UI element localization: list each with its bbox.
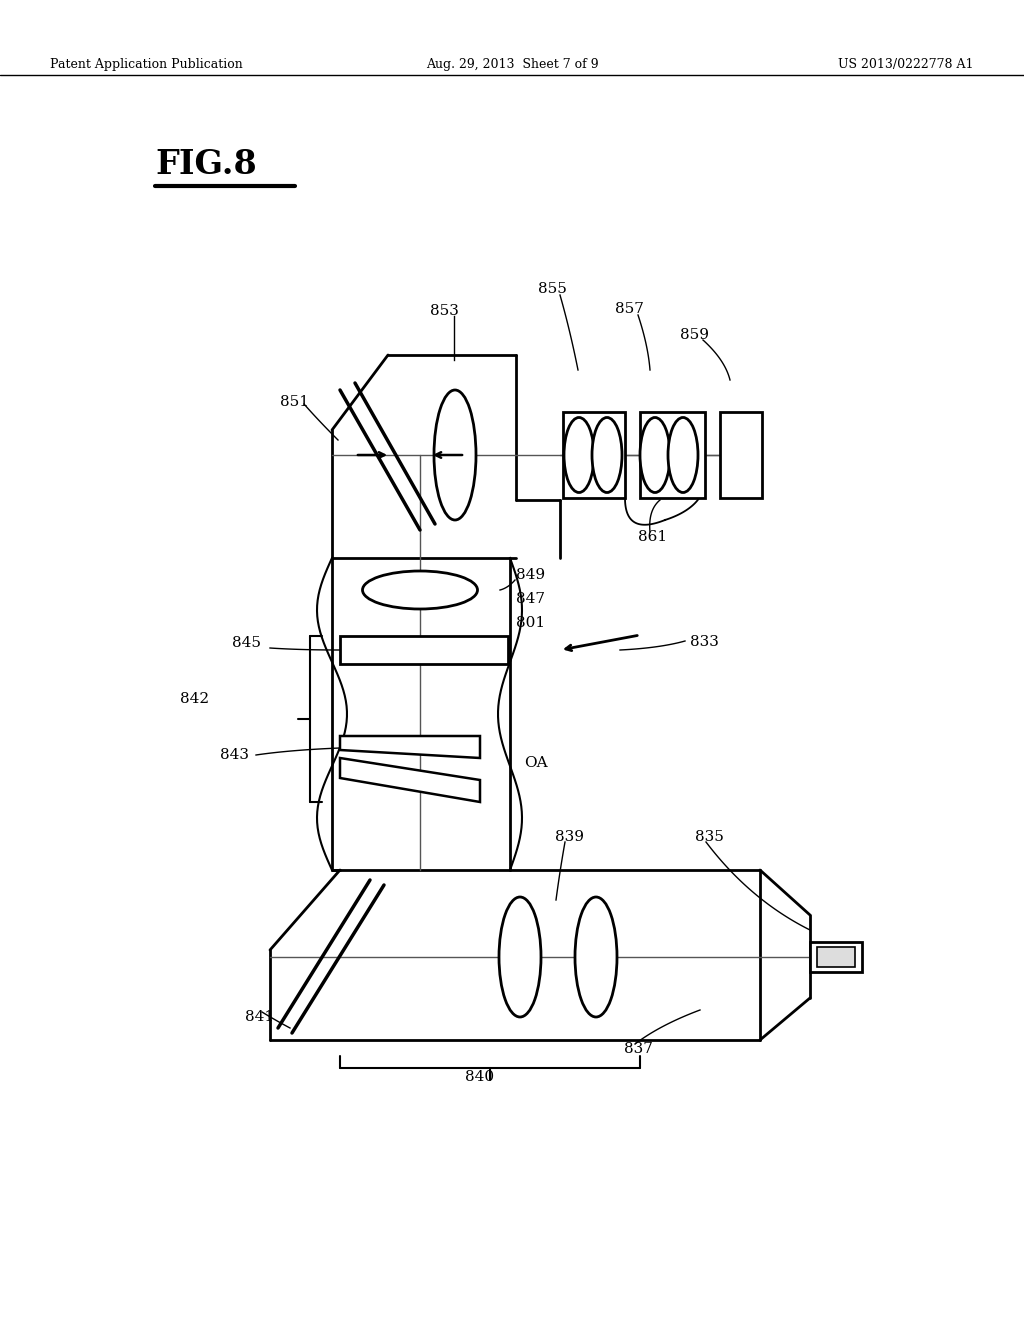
Ellipse shape	[640, 417, 670, 492]
Polygon shape	[340, 758, 480, 803]
Bar	[563, 412, 625, 498]
Text: Patent Application Publication: Patent Application Publication	[50, 58, 243, 71]
Text: 857: 857	[615, 302, 644, 315]
Bar	[817, 946, 855, 968]
Text: 847: 847	[516, 591, 545, 606]
Text: US 2013/0222778 A1: US 2013/0222778 A1	[839, 58, 974, 71]
Text: 849: 849	[516, 568, 545, 582]
Text: 845: 845	[232, 636, 261, 649]
Text: 841: 841	[245, 1010, 274, 1024]
Ellipse shape	[434, 389, 476, 520]
Text: 851: 851	[280, 395, 309, 409]
Bar	[640, 412, 705, 498]
Polygon shape	[340, 737, 480, 758]
Ellipse shape	[362, 572, 477, 609]
Text: Aug. 29, 2013  Sheet 7 of 9: Aug. 29, 2013 Sheet 7 of 9	[426, 58, 598, 71]
Ellipse shape	[499, 898, 541, 1016]
Text: 837: 837	[624, 1041, 653, 1056]
Text: 833: 833	[690, 635, 719, 649]
Text: OA: OA	[524, 756, 548, 770]
Ellipse shape	[564, 417, 594, 492]
Text: 855: 855	[538, 282, 567, 296]
Text: 839: 839	[555, 830, 584, 843]
Text: 842: 842	[180, 692, 209, 706]
Bar	[340, 636, 508, 664]
Text: 843: 843	[220, 748, 249, 762]
Text: 859: 859	[680, 327, 709, 342]
Ellipse shape	[668, 417, 698, 492]
Text: 835: 835	[695, 830, 724, 843]
Ellipse shape	[592, 417, 622, 492]
Text: 801: 801	[516, 616, 545, 630]
Text: 853: 853	[430, 304, 459, 318]
Bar	[720, 412, 762, 498]
Ellipse shape	[575, 898, 617, 1016]
Text: FIG.8: FIG.8	[155, 148, 257, 181]
Text: 861: 861	[638, 531, 667, 544]
Text: 840: 840	[466, 1071, 495, 1084]
Bar	[810, 942, 862, 972]
